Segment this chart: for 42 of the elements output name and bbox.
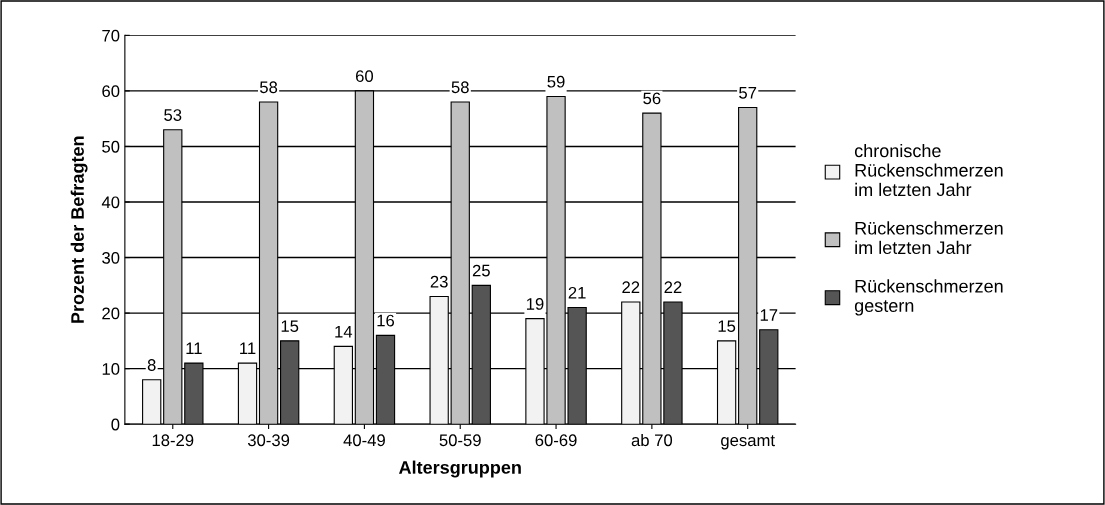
y-tick-label: 10 <box>102 363 120 375</box>
x-tick-label: gesamt <box>721 435 775 450</box>
y-tick-label: 30 <box>102 251 120 264</box>
data-label: 8 <box>147 359 156 371</box>
data-label: 25 <box>472 264 490 277</box>
data-label: 19 <box>526 298 544 310</box>
data-label: 11 <box>186 342 202 355</box>
y-tick-label: 60 <box>102 85 120 98</box>
data-label: 15 <box>281 320 299 333</box>
data-label: 17 <box>760 309 778 321</box>
x-tick-label: 40-49 <box>343 434 385 447</box>
x-axis-title: Altersgruppen <box>398 460 521 478</box>
data-label: 56 <box>643 92 661 105</box>
bar <box>142 379 162 425</box>
data-label: 22 <box>622 281 640 293</box>
data-label: 59 <box>547 75 565 88</box>
data-label: 15 <box>718 320 736 333</box>
legend-label: Rückenschmerzen gestern <box>854 279 1003 316</box>
y-tick-label: 0 <box>111 418 120 431</box>
data-label: 14 <box>335 325 353 338</box>
x-tick-label: 50-59 <box>439 434 481 447</box>
y-tick-label: 50 <box>102 140 120 153</box>
y-tick-label: 20 <box>102 307 120 320</box>
data-label: 23 <box>430 275 448 288</box>
legend-label: Rückenschmerzen im letzten Jahr <box>855 221 1003 255</box>
y-tick-label: 70 <box>102 29 120 42</box>
data-label: 21 <box>568 286 586 299</box>
data-label: 22 <box>664 281 682 293</box>
x-tick-label: 60-69 <box>535 434 577 447</box>
x-tick-label: 18-29 <box>152 434 194 447</box>
data-label: 60 <box>355 70 374 83</box>
legend-label: chronische Rückenschmerzen im letzten Jahr <box>854 143 1003 197</box>
data-label: 11 <box>240 342 256 355</box>
data-label: 58 <box>451 81 469 94</box>
y-axis-title: Prozent der Befragten <box>70 136 88 323</box>
data-label: 16 <box>377 314 395 327</box>
data-label: 57 <box>739 87 757 99</box>
data-label: 53 <box>164 109 182 121</box>
x-tick-label: ab 70 <box>631 433 673 447</box>
y-tick-label: 40 <box>101 196 120 209</box>
x-tick-label: 30-39 <box>247 434 290 447</box>
data-label: 58 <box>259 81 278 94</box>
